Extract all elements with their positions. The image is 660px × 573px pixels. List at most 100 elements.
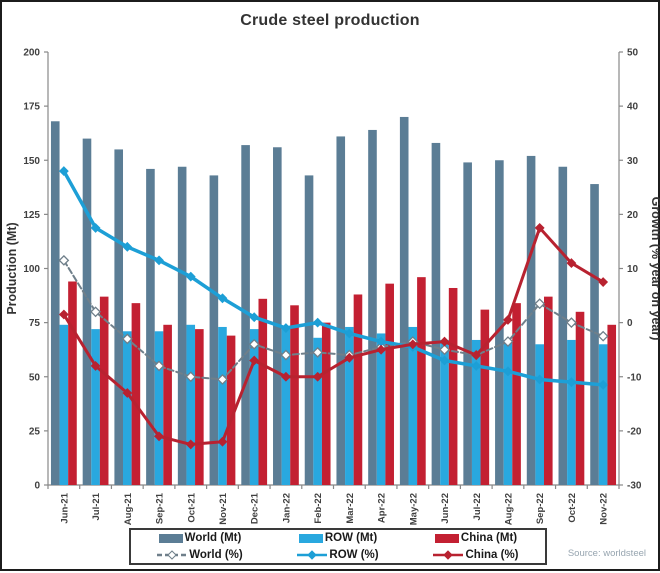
svg-text:Oct-22: Oct-22 — [567, 493, 578, 523]
legend-line-icon — [157, 550, 188, 560]
bar — [385, 283, 394, 485]
marker-diamond — [280, 323, 291, 333]
marker-diamond — [122, 388, 133, 398]
legend-label: ROW (Mt) — [324, 532, 378, 545]
right-axis-title: Growth (% year on year) — [649, 197, 660, 341]
x-axis-labels: Jun-21 Jul-21 Aug-21 Sep-21 Oct-21 Nov-21 Dec-… — [59, 492, 609, 525]
marker-diamond — [407, 339, 418, 350]
marker-diamond — [217, 436, 228, 447]
svg-text:25: 25 — [29, 426, 41, 437]
marker-diamond — [344, 352, 355, 363]
bar — [177, 166, 187, 485]
svg-text:20: 20 — [627, 210, 639, 221]
bar — [368, 129, 377, 485]
line-china — [58, 222, 609, 450]
x-axis-ticks — [47, 485, 620, 489]
svg-text:40: 40 — [627, 102, 639, 113]
bar — [408, 326, 418, 485]
marker-diamond — [471, 361, 482, 371]
bar — [558, 166, 568, 485]
bar — [68, 281, 77, 485]
svg-text:Aug-22: Aug-22 — [503, 493, 514, 525]
svg-text:Dec-21: Dec-21 — [250, 492, 261, 524]
svg-text:Jun-22: Jun-22 — [440, 493, 451, 524]
bar — [590, 184, 599, 485]
chart-title: Crude steel production — [240, 12, 420, 29]
bar — [91, 329, 100, 485]
bar — [59, 324, 69, 485]
marker-diamond — [154, 431, 164, 442]
bar — [399, 116, 409, 485]
bars-world-mt — [50, 116, 599, 486]
bar — [495, 160, 504, 485]
bar — [218, 326, 227, 485]
marker-diamond — [598, 277, 609, 287]
bar — [313, 337, 322, 485]
legend-item-china: China (%) — [407, 549, 545, 561]
legend-label: ROW (%) — [329, 548, 379, 561]
chart-legend: World (Mt) World (%) ROW (Mt) ROW (%) China … — [129, 528, 547, 565]
svg-text:Apr-22: Apr-22 — [377, 493, 388, 523]
marker-diamond — [534, 298, 546, 310]
svg-text:75: 75 — [29, 318, 41, 329]
bar — [258, 298, 268, 485]
line-world — [58, 254, 609, 385]
bar — [50, 121, 60, 485]
bar — [114, 149, 124, 486]
marker-diamond — [344, 328, 355, 339]
bar — [463, 162, 472, 486]
legend-item-row-mt: ROW (Mt) — [269, 532, 407, 544]
svg-text:50: 50 — [627, 48, 639, 59]
bar — [567, 339, 576, 485]
svg-text:Feb-22: Feb-22 — [313, 493, 324, 524]
marker-diamond — [566, 258, 577, 269]
right-axis-ticks: -30 -20 -10 0 10 20 30 40 50 — [619, 48, 642, 492]
bar — [226, 335, 236, 485]
legend-swatch-icon — [434, 533, 459, 543]
svg-text:Jul-21: Jul-21 — [91, 492, 102, 520]
svg-text:-30: -30 — [627, 481, 642, 492]
marker-diamond — [185, 439, 196, 450]
svg-text:Sep-21: Sep-21 — [155, 492, 166, 524]
marker-diamond — [502, 336, 514, 347]
marker-diamond — [121, 333, 133, 345]
svg-text:125: 125 — [23, 210, 40, 221]
bar — [448, 287, 458, 485]
bar — [417, 277, 426, 485]
svg-text:0: 0 — [627, 318, 633, 329]
svg-text:-10: -10 — [627, 372, 642, 383]
legend-label: World (Mt) — [184, 532, 242, 545]
bar — [471, 339, 481, 485]
legend-line-icon — [433, 550, 464, 560]
marker-diamond — [217, 293, 228, 304]
bar — [575, 311, 585, 485]
bar — [163, 324, 172, 485]
marker-diamond — [90, 361, 101, 371]
marker-diamond — [439, 355, 450, 366]
source-note: Source: worldsteel — [567, 548, 646, 559]
marker-diamond — [534, 222, 545, 233]
bar — [480, 309, 490, 485]
svg-text:Nov-21: Nov-21 — [218, 492, 229, 524]
bar — [512, 303, 521, 485]
bar — [123, 331, 132, 485]
marker-diamond — [312, 346, 324, 358]
bar — [376, 333, 386, 485]
svg-text:0: 0 — [34, 481, 40, 492]
marker-diamond — [503, 314, 513, 325]
marker-diamond — [439, 336, 450, 347]
bar — [186, 324, 196, 485]
line-row — [58, 166, 609, 390]
marker-diamond — [58, 166, 69, 176]
bar — [598, 344, 608, 485]
legend-label: China (Mt) — [460, 532, 518, 545]
bar — [503, 339, 513, 485]
marker-diamond — [58, 254, 70, 266]
bar — [99, 296, 109, 485]
bars-china-mt — [68, 277, 617, 485]
svg-text:30: 30 — [627, 156, 639, 167]
bar — [304, 175, 314, 485]
svg-text:Mar-22: Mar-22 — [345, 493, 356, 524]
